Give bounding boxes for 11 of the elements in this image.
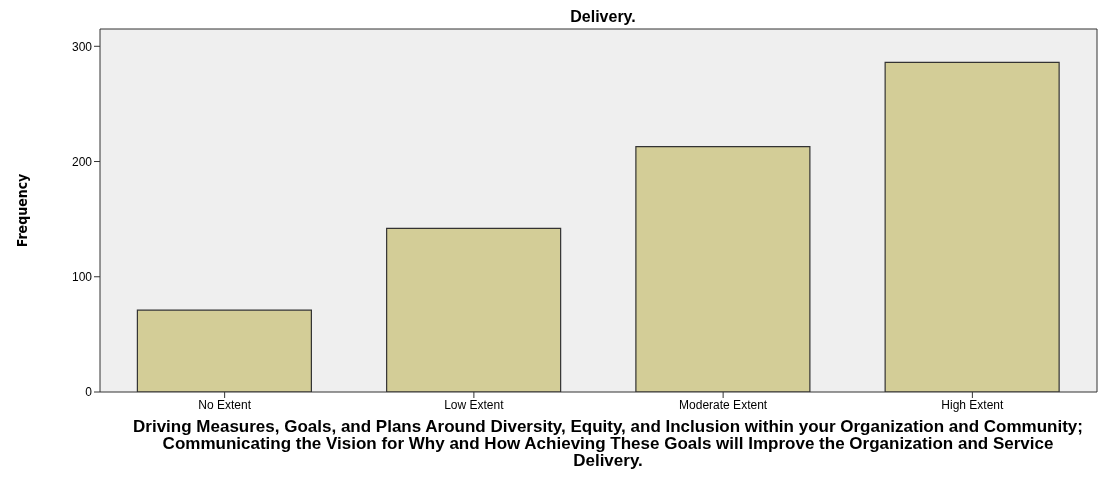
y-tick-label: 0	[85, 385, 93, 400]
x-tick-label: Low Extent	[444, 397, 505, 412]
y-tick-label: 300	[71, 39, 93, 54]
x-tick-label: No Extent	[198, 397, 252, 412]
x-tick-label: Moderate Extent	[679, 397, 768, 412]
x-tick-label: High Extent	[941, 397, 1005, 412]
y-tick-label: 200	[71, 154, 93, 169]
x-axis-title: Driving Measures, Goals, and Plans Around Diversity, Equity, and Inclusion within your Organization and Community; Communicating the Vision for Why and How Achieving These Goals will Improve the Organization and Service Delivery.	[132, 417, 1084, 470]
chart-title: Delivery.	[569, 8, 637, 26]
y-tick-label: 100	[71, 270, 93, 285]
y-axis-title: Frequency	[13, 173, 30, 248]
